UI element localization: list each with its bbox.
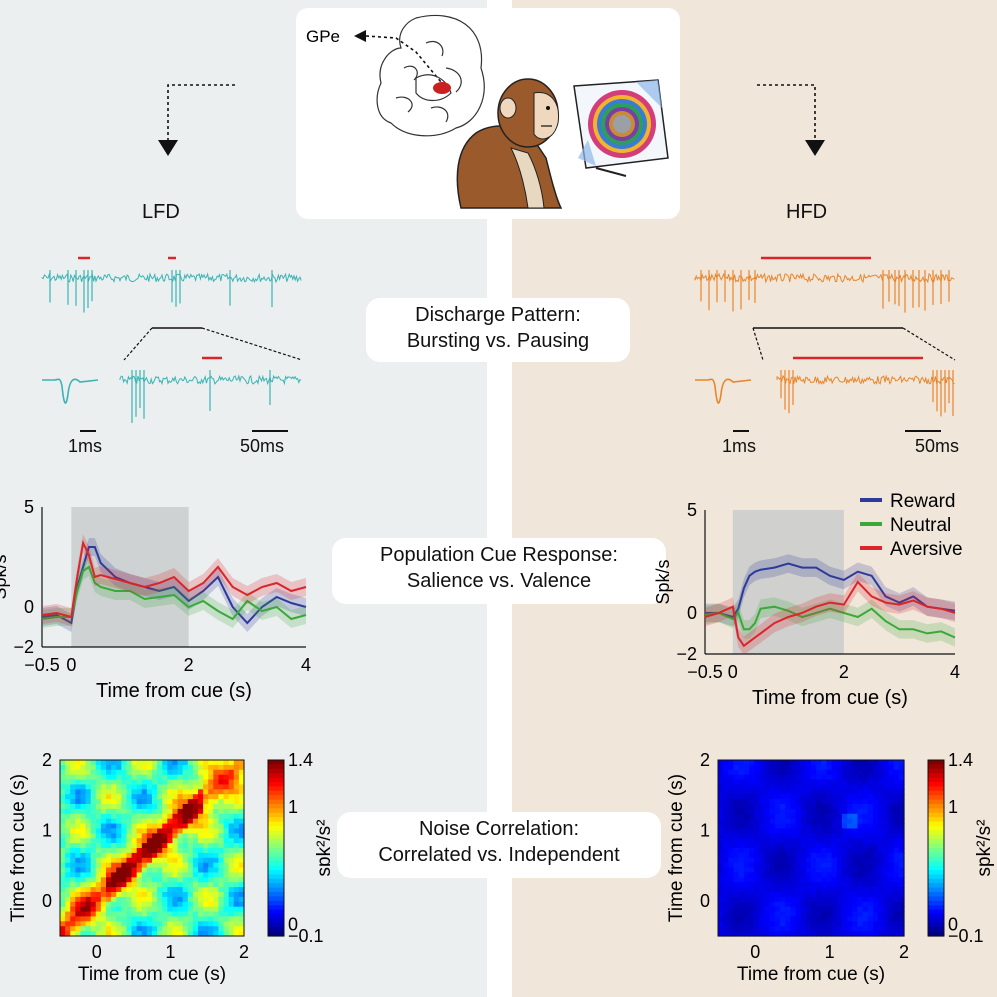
series-line-reward bbox=[705, 562, 956, 619]
x-tick-label: 4 bbox=[301, 655, 311, 675]
population-pill-line2: Salience vs. Valence bbox=[406, 570, 592, 592]
x-tick-label: 2 bbox=[239, 942, 249, 962]
cue-window bbox=[71, 507, 189, 647]
y-tick-label: 0 bbox=[24, 597, 34, 617]
colorbar-label: spk²/s² bbox=[314, 820, 330, 877]
colorbar-tick-label: 1.4 bbox=[288, 750, 313, 770]
y-axis-label: Time from cue (s) bbox=[8, 774, 29, 922]
colorbar-tick-label: 1 bbox=[948, 797, 958, 817]
left-down-arrow-icon bbox=[158, 84, 235, 156]
noise-correlation-pill: Noise Correlation: Correlated vs. Indepe… bbox=[337, 812, 661, 878]
discharge-pill-line2: Bursting vs. Pausing bbox=[406, 330, 590, 352]
y-tick-label: −2 bbox=[676, 644, 697, 664]
x-tick-label: 0 bbox=[92, 942, 102, 962]
legend-label: Neutral bbox=[890, 515, 951, 536]
y-tick-label: 0 bbox=[42, 891, 52, 911]
cue-window bbox=[732, 510, 844, 654]
series-band-aversive bbox=[705, 572, 955, 655]
y-tick-label: 1 bbox=[700, 820, 710, 840]
x-tick-label: 1 bbox=[825, 942, 835, 962]
series-line-aversive bbox=[704, 580, 956, 648]
series-line-aversive bbox=[41, 539, 307, 619]
x-tick-label: 2 bbox=[184, 655, 194, 675]
y-tick-label: 2 bbox=[700, 750, 710, 770]
legend-label: Aversive bbox=[890, 539, 963, 560]
colorbar bbox=[267, 759, 285, 937]
screen-icon bbox=[573, 79, 669, 177]
x-axis-label: Time from cue (s) bbox=[78, 964, 226, 985]
population-response-pill: Population Cue Response: Salience vs. Va… bbox=[332, 538, 666, 604]
colorbar-tick-label: −0.1 bbox=[288, 926, 324, 946]
right-down-arrow-icon bbox=[757, 84, 825, 156]
gpe-region-icon bbox=[433, 82, 451, 94]
colorbar-label: spk²/s² bbox=[974, 820, 995, 877]
colorbar-tick-label: 0 bbox=[948, 914, 958, 934]
x-tick-label: 4 bbox=[950, 662, 960, 682]
colorbar-tick-label: 1 bbox=[288, 797, 298, 817]
x-tick-label: −0.5 bbox=[24, 655, 60, 675]
colorbar bbox=[927, 759, 945, 937]
y-axis-label: Spk/s bbox=[0, 554, 10, 599]
lfd-title: LFD bbox=[142, 201, 180, 223]
x-tick-label: 2 bbox=[839, 662, 849, 682]
heatmap-cells bbox=[60, 760, 245, 937]
x-tick-label: 0 bbox=[728, 662, 738, 682]
heatmap-cells bbox=[718, 760, 905, 937]
x-tick-label: 0 bbox=[66, 655, 76, 675]
y-tick-label: −2 bbox=[13, 637, 34, 657]
colorbar-tick-label: 1.4 bbox=[948, 750, 973, 770]
colorbar-tick-label: −0.1 bbox=[948, 926, 984, 946]
series-line-neutral bbox=[704, 605, 956, 639]
series-line-neutral bbox=[41, 565, 307, 621]
y-axis-label: Time from cue (s) bbox=[666, 774, 687, 922]
hfd-discharge-traces bbox=[694, 256, 956, 432]
gpe-arrow-icon bbox=[354, 30, 366, 42]
noise-pill-line2: Correlated vs. Independent bbox=[378, 844, 620, 866]
experiment-illustration: GPe bbox=[296, 8, 680, 219]
series-band-reward bbox=[705, 554, 955, 627]
hfd-title: HFD bbox=[786, 201, 828, 223]
discharge-pill-line1: Discharge Pattern: bbox=[415, 304, 581, 326]
population-pill-line1: Population Cue Response: bbox=[380, 544, 618, 566]
x-tick-label: 0 bbox=[750, 942, 760, 962]
y-tick-label: 0 bbox=[687, 603, 697, 623]
noise-pill-line1: Noise Correlation: bbox=[418, 818, 580, 840]
y-tick-label: 1 bbox=[42, 820, 52, 840]
y-tick-label: 0 bbox=[700, 891, 710, 911]
lfd-population-chart: −0.5 0 2 4 5 0 −2 Time from cue (s) Spk/s bbox=[0, 497, 311, 702]
discharge-pattern-pill: Discharge Pattern: Bursting vs. Pausing bbox=[366, 298, 630, 362]
x-axis-label: Time from cue (s) bbox=[752, 687, 908, 709]
hfd-scale-1ms: 1ms bbox=[722, 436, 757, 456]
y-tick-label: 5 bbox=[687, 500, 697, 520]
monkey-icon bbox=[456, 78, 563, 209]
series-band-aversive bbox=[42, 534, 306, 626]
x-tick-label: 1 bbox=[165, 942, 175, 962]
x-tick-label: −0.5 bbox=[687, 662, 723, 682]
legend-label: Reward bbox=[890, 491, 955, 512]
y-tick-label: 2 bbox=[42, 750, 52, 770]
series-line-reward bbox=[41, 546, 307, 625]
gpe-label: GPe bbox=[306, 27, 340, 46]
x-axis-label: Time from cue (s) bbox=[96, 680, 252, 702]
lfd-scale-1ms: 1ms bbox=[68, 436, 103, 456]
lfd-scale-50ms: 50ms bbox=[240, 436, 285, 456]
x-tick-label: 2 bbox=[899, 942, 909, 962]
x-axis-label: Time from cue (s) bbox=[737, 964, 885, 985]
hfd-scale-50ms: 50ms bbox=[915, 436, 960, 456]
y-axis-label: Spk/s bbox=[653, 559, 673, 604]
colorbar-tick-label: 0 bbox=[288, 914, 298, 934]
lfd-discharge-traces bbox=[41, 256, 303, 432]
y-tick-label: 5 bbox=[24, 497, 34, 517]
brain-slice-icon bbox=[376, 14, 485, 137]
